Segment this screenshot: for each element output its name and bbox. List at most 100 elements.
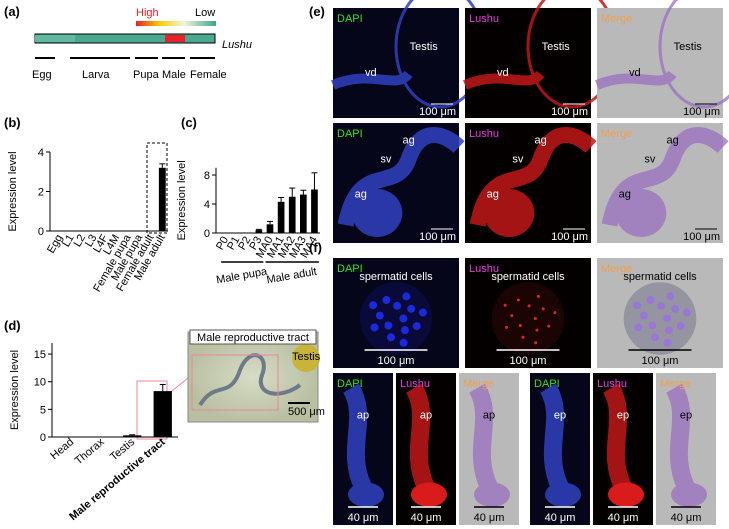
specimen (359, 282, 433, 355)
cell (418, 308, 427, 317)
inset-label: Testis (292, 351, 321, 363)
panel-label: (d) (4, 318, 21, 333)
specimen-part (665, 383, 695, 491)
group-label: Male pupa (215, 266, 269, 287)
color-scale (136, 21, 216, 26)
structure-label: ap (357, 410, 369, 422)
specimen-part (601, 127, 729, 227)
scale-label: 40 μm (671, 512, 702, 524)
scale-label: 100 μm (683, 106, 720, 118)
specimen-part (483, 189, 535, 237)
structure-label: spermatid cells (359, 271, 433, 283)
scale-label: 40 μm (608, 512, 639, 524)
micrograph (333, 8, 459, 118)
cell (521, 335, 525, 339)
structure-label: ag (534, 134, 546, 146)
scale-label: 40 μm (474, 512, 505, 524)
channel-label: Lushu (400, 378, 430, 390)
cell (666, 292, 675, 301)
channel-label: Merge (660, 378, 691, 390)
specimen-part (539, 383, 569, 491)
cell (527, 304, 531, 308)
specimen-part (658, 0, 729, 109)
structure-label: ag (402, 134, 414, 146)
stage-label: Larva (82, 69, 110, 81)
y-tick-label: 10 (34, 377, 46, 389)
scale-label: 100 μm (683, 231, 720, 243)
y-tick-label: 15 (34, 349, 46, 361)
legend-high: High (136, 7, 159, 19)
specimen-part (337, 127, 465, 227)
specimen (602, 383, 644, 507)
cell (536, 294, 540, 298)
y-tick-label: 2 (38, 187, 44, 199)
channel-label: DAPI (337, 263, 363, 275)
specimen-part (671, 482, 707, 507)
inset-image (187, 331, 319, 423)
testis-shape (292, 344, 320, 372)
cell (664, 326, 673, 335)
cell (399, 314, 408, 323)
panel-label: (c) (181, 115, 197, 130)
cell (639, 311, 648, 320)
specimen-part (405, 383, 435, 491)
y-tick-label: 0 (40, 432, 46, 444)
structure-label: ap (420, 410, 432, 422)
bar (153, 391, 172, 437)
cell (541, 307, 545, 311)
cell (648, 321, 657, 330)
group-label: Male adult (266, 266, 318, 287)
scale-label: 100 μm (378, 355, 415, 367)
inset-title: Male reproductive tract (197, 332, 309, 344)
cell (400, 326, 409, 335)
structure-label: spermatid cells (491, 271, 565, 283)
micrograph (597, 8, 723, 118)
cell (399, 338, 408, 347)
specimen-part (359, 282, 433, 355)
specimen-part (608, 482, 644, 507)
bar (123, 435, 142, 437)
specimen-part (623, 282, 697, 355)
legend-low: Low (195, 7, 215, 19)
cell (633, 301, 642, 310)
y-axis-label: Expression level (176, 160, 188, 240)
bar (311, 189, 318, 233)
channel-label: Merge (601, 128, 632, 140)
specimen (665, 383, 707, 507)
x-tick-label: P2 (236, 235, 253, 253)
specimen-part (463, 70, 545, 90)
stage-label: Female (190, 69, 227, 81)
structure-label: ag (355, 188, 367, 200)
structure-label: sv (512, 154, 524, 166)
structure-label: spermatid cells (623, 271, 697, 283)
cell (505, 325, 509, 329)
structure-label: sv (644, 154, 656, 166)
channel-label: Merge (601, 263, 632, 275)
structure-label: ag (487, 188, 499, 200)
specimen (491, 282, 565, 355)
y-tick-label: 4 (38, 147, 44, 159)
specimen (623, 282, 697, 355)
bar (255, 230, 263, 233)
channel-label: DAPI (337, 378, 363, 390)
cell (384, 321, 393, 330)
specimen (342, 383, 384, 507)
panel-label: (a) (4, 4, 20, 19)
specimen-part (615, 189, 667, 237)
channel-label: Merge (463, 378, 494, 390)
channel-label: DAPI (337, 128, 363, 140)
x-tick-label: P3 (247, 235, 264, 253)
panel-label: (f) (309, 240, 322, 255)
cell (369, 301, 378, 310)
specimen (469, 127, 597, 237)
highlight-box (146, 142, 168, 234)
cell (682, 308, 691, 317)
panel-label: (e) (309, 4, 325, 19)
cell (382, 296, 391, 305)
cell (370, 323, 379, 332)
cell (503, 303, 507, 307)
cell (547, 324, 551, 328)
scale-label: 100 μm (551, 106, 588, 118)
specimen-part (348, 482, 384, 507)
structure-label: vd (629, 67, 641, 79)
